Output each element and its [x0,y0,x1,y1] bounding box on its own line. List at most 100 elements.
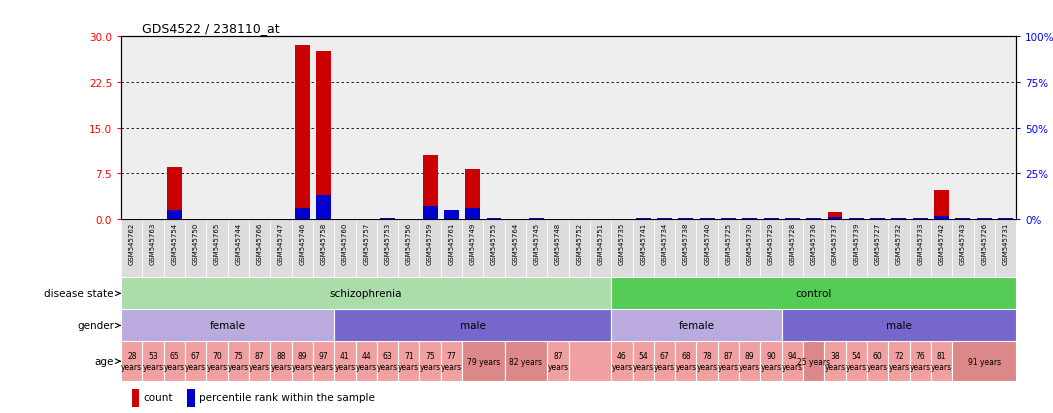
Bar [142,342,163,381]
Bar [167,210,182,219]
Text: 72
years: 72 years [889,351,910,371]
Text: 65
years: 65 years [164,351,185,371]
Bar [678,218,693,219]
Text: 67
years: 67 years [654,351,675,371]
Text: 94
years: 94 years [781,351,803,371]
Text: 97
years: 97 years [313,351,334,371]
Bar [657,218,672,219]
Bar [654,342,675,381]
Bar [356,219,377,278]
Bar [334,310,611,342]
Bar [718,219,739,278]
Text: GSM545730: GSM545730 [747,222,753,265]
Bar [398,342,419,381]
Text: male: male [886,320,912,331]
Text: GSM545726: GSM545726 [981,222,987,264]
Bar [398,219,419,278]
Bar [548,219,569,278]
Bar [781,219,803,278]
Text: 91 years: 91 years [968,357,1000,366]
Bar [206,219,227,278]
Text: 70
years: 70 years [206,351,227,371]
Bar [313,342,334,381]
Bar [334,219,356,278]
Bar [526,219,548,278]
Bar [121,278,611,310]
Text: 25 years: 25 years [797,357,830,366]
Text: GSM545737: GSM545737 [832,222,838,265]
Text: GSM545750: GSM545750 [193,222,199,264]
Bar [316,196,331,219]
Text: percentile rank within the sample: percentile rank within the sample [199,392,375,402]
Bar [828,212,842,219]
Bar [465,170,480,219]
Bar [803,219,824,278]
Bar [441,342,462,381]
Text: 46
years: 46 years [612,351,633,371]
Text: GSM545747: GSM545747 [278,222,284,264]
Text: 87
years: 87 years [548,351,569,371]
Bar [163,342,185,381]
Text: 67
years: 67 years [185,351,206,371]
Bar [696,219,718,278]
Bar [465,209,480,219]
Text: GSM545740: GSM545740 [704,222,710,264]
Text: GSM545738: GSM545738 [682,222,689,265]
Bar [675,342,696,381]
Text: 38
years: 38 years [824,351,846,371]
Text: GSM545752: GSM545752 [576,222,582,264]
Bar [249,342,271,381]
Bar [721,218,736,219]
Text: 88
years: 88 years [271,351,292,371]
Bar [654,219,675,278]
Bar [380,218,395,219]
Text: GSM545741: GSM545741 [640,222,647,264]
Bar [807,218,821,219]
Text: GSM545732: GSM545732 [896,222,902,264]
Bar [185,342,206,381]
Text: 68
years: 68 years [675,351,696,371]
Bar [824,219,846,278]
Bar [955,218,970,219]
Text: gender: gender [77,320,114,331]
Text: GSM545746: GSM545746 [299,222,305,264]
Bar [419,219,441,278]
Bar [356,342,377,381]
Bar [590,219,611,278]
Bar [889,342,910,381]
Bar [121,219,142,278]
Text: GSM545761: GSM545761 [449,222,455,265]
Bar [995,219,1016,278]
Bar [611,278,1016,310]
Bar [718,342,739,381]
Bar [187,389,195,407]
Bar [952,219,974,278]
Bar [846,342,867,381]
Bar [910,342,931,381]
Bar [998,218,1013,219]
Bar [699,218,715,219]
Bar [163,219,185,278]
Text: GSM545734: GSM545734 [661,222,668,264]
Text: GSM545731: GSM545731 [1002,222,1009,265]
Text: 87
years: 87 years [250,351,271,371]
Bar [377,342,398,381]
Bar [867,342,889,381]
Text: GSM545735: GSM545735 [619,222,624,264]
Text: 89
years: 89 years [739,351,760,371]
Bar [892,218,907,219]
Text: GSM545754: GSM545754 [172,222,177,264]
Bar [483,219,504,278]
Text: 77
years: 77 years [441,351,462,371]
Bar [316,52,331,219]
Text: GSM545763: GSM545763 [151,222,156,265]
Bar [760,342,781,381]
Bar [763,218,778,219]
Text: 90
years: 90 years [760,351,781,371]
Bar [952,342,1016,381]
Bar [292,342,313,381]
Bar [292,219,313,278]
Bar [206,342,227,381]
Text: 76
years: 76 years [910,351,931,371]
Text: schizophrenia: schizophrenia [330,289,402,299]
